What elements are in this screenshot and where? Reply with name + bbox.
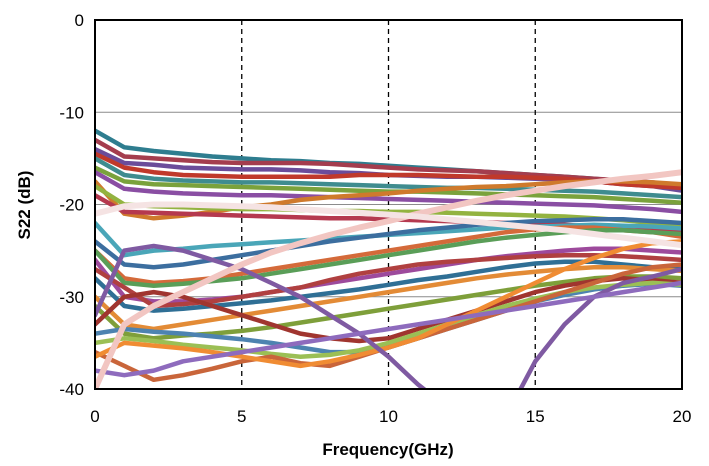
series-line-5	[95, 156, 682, 200]
series-group	[95, 128, 682, 389]
y-tick-label: -10	[59, 103, 84, 122]
series-line-22	[95, 280, 682, 359]
series-line-26	[95, 280, 682, 378]
tick-labels: 0 5 10 15 20 0 -10 -20 -30 -40	[59, 11, 691, 426]
series-line-24	[95, 239, 682, 369]
y-tick-label: -20	[59, 196, 84, 215]
series-line-25	[95, 243, 682, 389]
series-line-13	[95, 225, 682, 286]
plot-frame	[94, 19, 683, 390]
y-tick-label: -30	[59, 288, 84, 307]
x-tick-label: 5	[237, 407, 246, 426]
y-tick-label: 0	[75, 11, 84, 30]
series-line-28	[95, 201, 682, 249]
series-line-12	[95, 217, 682, 270]
x-tick-label: 20	[673, 407, 692, 426]
x-tick-label: 10	[379, 407, 398, 426]
series-line-2	[95, 137, 682, 189]
x-tick-label: 15	[526, 407, 545, 426]
series-line-27	[95, 169, 682, 389]
x-axis-label: Frequency(GHz)	[322, 440, 453, 459]
series-line-7	[95, 169, 682, 215]
series-line-18	[95, 264, 682, 332]
y-axis-label: S22 (dB)	[15, 171, 34, 240]
x-tick-label: 0	[90, 407, 99, 426]
y-tick-label: -40	[59, 380, 84, 399]
series-line-20	[95, 276, 682, 344]
series-line-16	[95, 252, 682, 309]
